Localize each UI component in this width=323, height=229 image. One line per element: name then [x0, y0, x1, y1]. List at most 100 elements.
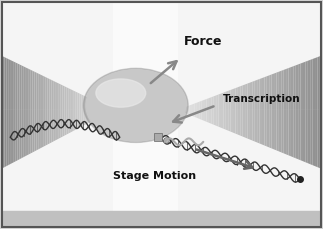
Polygon shape: [214, 110, 216, 126]
Polygon shape: [81, 95, 83, 110]
Polygon shape: [209, 110, 211, 124]
Polygon shape: [100, 104, 102, 110]
Polygon shape: [272, 110, 274, 149]
Polygon shape: [206, 98, 209, 110]
Polygon shape: [318, 110, 320, 168]
Polygon shape: [59, 110, 61, 139]
Polygon shape: [23, 66, 25, 110]
Polygon shape: [78, 110, 79, 129]
Polygon shape: [224, 92, 226, 110]
Polygon shape: [38, 74, 40, 110]
Polygon shape: [272, 74, 274, 110]
Polygon shape: [313, 58, 315, 110]
Polygon shape: [47, 110, 49, 144]
Polygon shape: [66, 110, 68, 135]
Polygon shape: [296, 64, 298, 110]
Polygon shape: [243, 85, 245, 110]
Polygon shape: [81, 110, 83, 127]
Polygon shape: [66, 87, 68, 110]
Polygon shape: [284, 110, 286, 154]
Polygon shape: [192, 110, 194, 117]
Polygon shape: [3, 110, 5, 168]
Polygon shape: [228, 110, 231, 132]
Polygon shape: [185, 106, 187, 110]
Polygon shape: [235, 87, 238, 110]
Polygon shape: [33, 110, 35, 152]
Polygon shape: [315, 110, 318, 167]
Polygon shape: [269, 74, 272, 110]
Polygon shape: [19, 64, 21, 110]
Polygon shape: [72, 90, 74, 110]
Polygon shape: [1, 55, 3, 110]
Polygon shape: [5, 57, 6, 110]
Polygon shape: [276, 72, 279, 110]
Polygon shape: [83, 95, 85, 110]
Polygon shape: [274, 73, 276, 110]
Polygon shape: [178, 110, 180, 111]
Polygon shape: [233, 110, 235, 134]
Polygon shape: [51, 80, 53, 110]
Polygon shape: [247, 83, 250, 110]
Polygon shape: [5, 110, 6, 167]
Polygon shape: [8, 59, 10, 110]
Polygon shape: [70, 89, 72, 110]
Polygon shape: [111, 110, 113, 111]
Polygon shape: [87, 97, 89, 110]
Polygon shape: [109, 108, 111, 110]
Polygon shape: [53, 81, 55, 110]
Polygon shape: [318, 56, 320, 110]
Polygon shape: [308, 60, 310, 110]
Ellipse shape: [83, 68, 188, 142]
Polygon shape: [51, 110, 53, 142]
Polygon shape: [31, 70, 33, 110]
Polygon shape: [296, 110, 298, 159]
Polygon shape: [306, 61, 308, 110]
Polygon shape: [55, 82, 57, 110]
Polygon shape: [301, 110, 303, 161]
Polygon shape: [65, 110, 66, 136]
Polygon shape: [106, 110, 108, 114]
Polygon shape: [27, 68, 29, 110]
Polygon shape: [27, 110, 29, 155]
Polygon shape: [6, 58, 8, 110]
Polygon shape: [276, 110, 279, 151]
Polygon shape: [303, 110, 306, 162]
Polygon shape: [206, 110, 209, 123]
Polygon shape: [197, 102, 199, 110]
Polygon shape: [293, 65, 296, 110]
Polygon shape: [96, 110, 98, 119]
Polygon shape: [310, 110, 313, 165]
Polygon shape: [306, 110, 308, 163]
Polygon shape: [106, 106, 108, 110]
Polygon shape: [42, 110, 44, 147]
Polygon shape: [57, 110, 59, 139]
Polygon shape: [320, 110, 322, 169]
Polygon shape: [96, 102, 98, 110]
Polygon shape: [102, 110, 104, 116]
Polygon shape: [197, 110, 199, 119]
Polygon shape: [61, 110, 63, 138]
Polygon shape: [83, 110, 85, 126]
Polygon shape: [35, 72, 36, 110]
Polygon shape: [320, 55, 322, 110]
Polygon shape: [303, 62, 306, 110]
Polygon shape: [247, 110, 250, 139]
Polygon shape: [12, 61, 14, 110]
Polygon shape: [267, 75, 269, 110]
Polygon shape: [219, 110, 221, 128]
Polygon shape: [250, 110, 252, 141]
Polygon shape: [187, 110, 190, 115]
Polygon shape: [257, 79, 260, 110]
Polygon shape: [44, 76, 46, 110]
Polygon shape: [211, 96, 214, 110]
Polygon shape: [293, 110, 296, 158]
Polygon shape: [87, 110, 89, 124]
Polygon shape: [284, 69, 286, 110]
Polygon shape: [286, 110, 288, 155]
Polygon shape: [65, 86, 66, 110]
Polygon shape: [240, 110, 243, 136]
Polygon shape: [46, 77, 47, 110]
Polygon shape: [93, 100, 95, 110]
Polygon shape: [202, 100, 204, 110]
Polygon shape: [252, 110, 255, 142]
